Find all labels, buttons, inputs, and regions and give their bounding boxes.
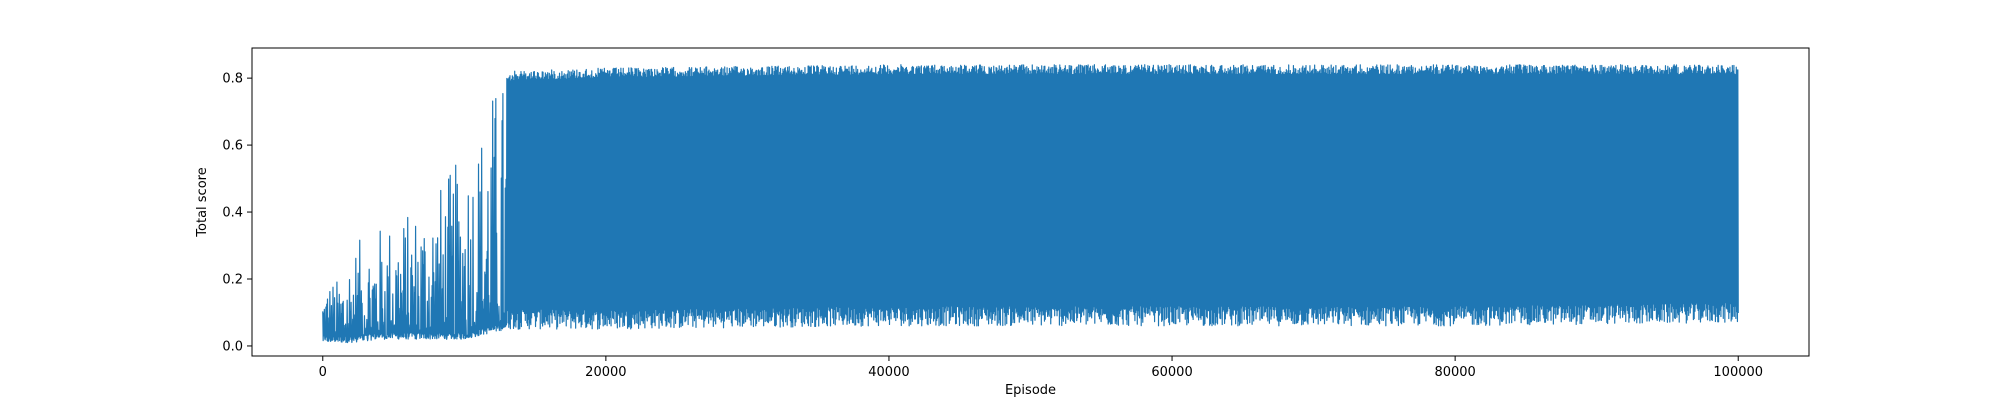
x-tick-label: 0 [319,365,327,380]
y-tick-label: 0.6 [222,139,243,154]
y-axis-label: Total score [195,167,210,237]
y-tick-label: 0.8 [222,72,243,87]
y-axis: 0.0 0.2 0.4 0.6 0.8 [222,72,252,354]
x-tick-label: 80000 [1434,365,1475,380]
series-line-0 [322,64,1739,344]
x-axis-label: Episode [1005,383,1056,398]
x-axis: 0 20000 40000 60000 80000 100000 [319,356,1763,380]
y-tick-label: 0.2 [222,273,243,288]
x-tick-label: 20000 [585,365,626,380]
x-tick-label: 100000 [1713,365,1763,380]
x-tick-label: 60000 [1151,365,1192,380]
x-tick-label: 40000 [868,365,909,380]
data-layer [322,64,1739,344]
y-tick-label: 0.0 [222,339,243,354]
y-tick-label: 0.4 [222,206,243,221]
plot-frame [251,47,1810,357]
